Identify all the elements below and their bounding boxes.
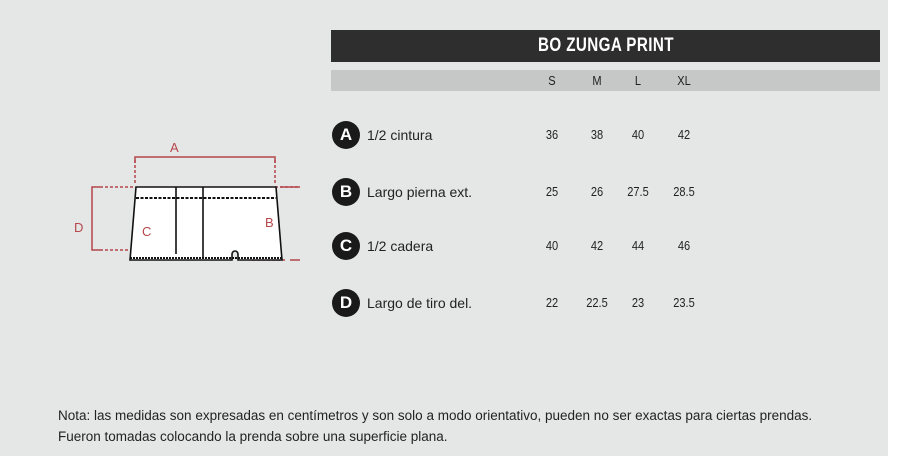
measure-a-line xyxy=(134,156,276,163)
measure-letter-badge: C xyxy=(332,232,360,260)
measure-value: 44 xyxy=(631,238,645,253)
measure-letter-badge: D xyxy=(332,289,360,317)
measure-letter-badge: B xyxy=(332,178,360,206)
measure-value: 22.5 xyxy=(586,295,608,310)
measure-value: 28.5 xyxy=(673,184,695,199)
measure-label: Largo pierna ext. xyxy=(367,184,473,200)
measure-value: 23 xyxy=(631,295,645,310)
measure-label: 1/2 cintura xyxy=(367,127,433,143)
size-s: S xyxy=(548,73,556,88)
size-header-row: S M L XL xyxy=(331,70,880,91)
measure-value: 26 xyxy=(590,184,604,199)
measure-d-line xyxy=(91,186,100,251)
measurement-row: B Largo pierna ext. 25 26 27.5 28.5 xyxy=(331,178,880,208)
measure-value: 36 xyxy=(545,127,559,142)
measure-letter-badge: A xyxy=(332,121,360,149)
measure-label: Largo de tiro del. xyxy=(367,295,473,311)
size-l: L xyxy=(634,73,642,88)
label-b: B xyxy=(265,215,274,230)
measure-value: 38 xyxy=(590,127,604,142)
measure-label: 1/2 cadera xyxy=(367,238,434,254)
measurement-row: D Largo de tiro del. 22 22.5 23 23.5 xyxy=(331,289,880,319)
measure-value: 42 xyxy=(590,238,604,253)
size-xl: XL xyxy=(677,73,691,88)
label-a: A xyxy=(170,140,179,155)
shorts-diagram: A B C D xyxy=(74,140,300,261)
measure-value: 40 xyxy=(545,238,559,253)
label-d: D xyxy=(74,220,83,235)
note-line-2: Fueron tomadas colocando la prenda sobre… xyxy=(58,429,448,444)
label-c: C xyxy=(142,224,151,239)
measure-value: 27.5 xyxy=(627,184,649,199)
measure-value: 25 xyxy=(545,184,559,199)
measure-value: 42 xyxy=(677,127,691,142)
measure-value: 23.5 xyxy=(673,295,695,310)
shorts-outline xyxy=(129,186,283,261)
note-line-1: Nota: las medidas son expresadas en cent… xyxy=(58,408,813,423)
product-title-text: BO ZUNGA PRINT xyxy=(537,35,674,56)
measurement-row: A 1/2 cintura 36 38 40 42 xyxy=(331,121,880,151)
measurement-row: C 1/2 cadera 40 42 44 46 xyxy=(331,232,880,262)
measure-value: 22 xyxy=(545,295,559,310)
product-title: BO ZUNGA PRINT xyxy=(331,30,880,62)
measure-value: 46 xyxy=(677,238,691,253)
measure-b-line xyxy=(280,186,300,261)
size-m: M xyxy=(592,73,602,88)
measure-value: 40 xyxy=(631,127,645,142)
